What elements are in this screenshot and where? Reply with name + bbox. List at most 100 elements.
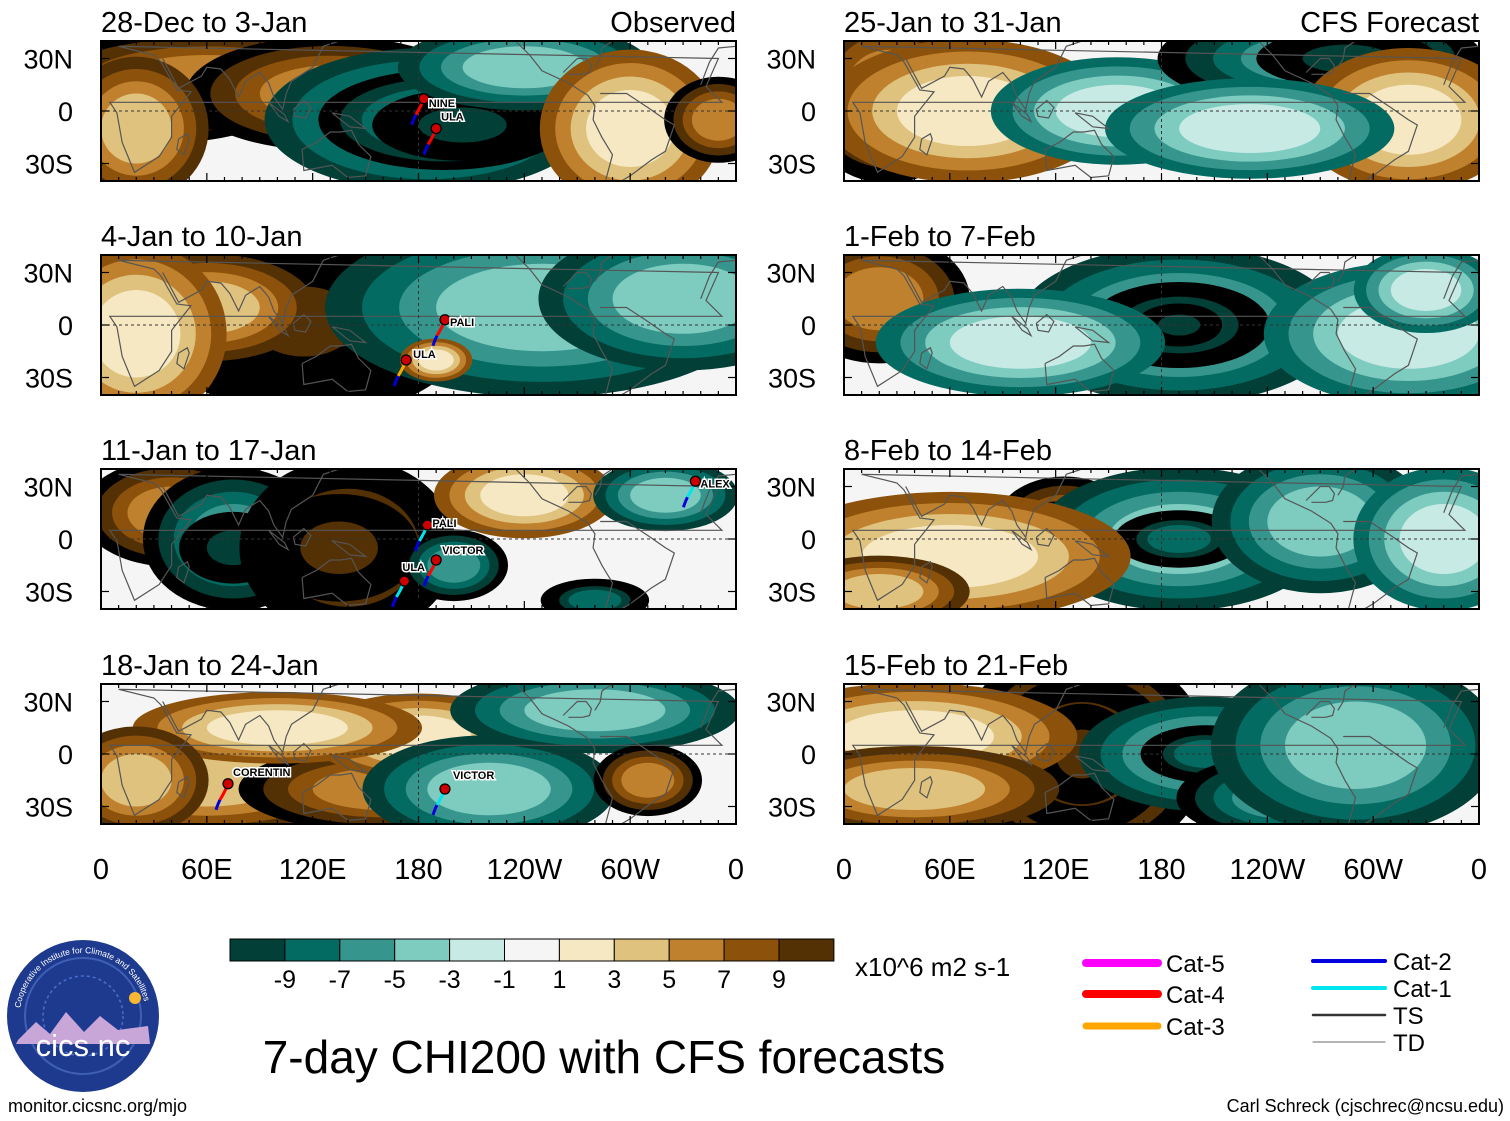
lat-label: 30N xyxy=(23,473,73,503)
lon-label: 60W xyxy=(600,854,660,886)
coastline xyxy=(851,45,1467,174)
coastline xyxy=(919,560,933,584)
figure-title: 7-day CHI200 with CFS forecasts xyxy=(263,1031,946,1083)
storm-track: VICTOR xyxy=(431,769,496,816)
lon-label: 120E xyxy=(1022,854,1090,886)
anomaly-contour xyxy=(1179,104,1321,153)
cics-logo: Cooperative Institute for Climate and Sa… xyxy=(7,940,159,1092)
coastline xyxy=(1337,469,1356,496)
coastline xyxy=(268,101,290,124)
coastline xyxy=(700,688,736,729)
coastline xyxy=(162,469,340,539)
coastline xyxy=(905,469,1083,539)
coastline xyxy=(176,560,190,584)
coastline xyxy=(1258,255,1357,395)
storm-name-label: NINE xyxy=(429,98,455,110)
anomaly-contour xyxy=(1390,269,1462,311)
coastline xyxy=(301,772,372,822)
coastline xyxy=(919,346,933,370)
coastlines xyxy=(851,684,1479,824)
coastline xyxy=(292,313,312,333)
colorbar-tick-label: 9 xyxy=(772,966,786,994)
coastline xyxy=(162,255,340,325)
storm-name-label: VICTOR xyxy=(453,770,494,782)
panel-period-title: 25-Jan to 31-Jan xyxy=(844,7,1062,39)
anomaly-contour xyxy=(427,547,481,583)
coastline xyxy=(919,775,933,799)
coastline xyxy=(700,473,736,514)
coastline xyxy=(1011,101,1033,124)
storm-marker xyxy=(400,354,412,366)
coastline xyxy=(301,129,372,179)
lon-label: 60E xyxy=(924,854,976,886)
coastline xyxy=(108,688,724,817)
coastline xyxy=(905,684,1083,754)
coastline xyxy=(1035,742,1055,762)
lon-label: 120E xyxy=(279,854,347,886)
anomaly-contour xyxy=(691,98,736,141)
coastline xyxy=(1443,45,1479,86)
legend-label: Cat-1 xyxy=(1393,976,1452,1003)
storm-track: ULA xyxy=(392,348,437,387)
coastline xyxy=(1305,700,1336,718)
legend-item: Cat-2 xyxy=(1311,949,1452,976)
source-url: monitor.cicsnc.org/mjo xyxy=(8,1096,187,1116)
legend-item: TS xyxy=(1311,1003,1424,1030)
coastline xyxy=(1337,684,1356,711)
storm-name-label: ULA xyxy=(402,562,425,574)
coastlines xyxy=(108,684,736,824)
coastline xyxy=(1044,557,1115,607)
coastline xyxy=(562,57,593,75)
coastline xyxy=(301,343,372,393)
panel-period-title: 15-Feb to 21-Feb xyxy=(844,650,1068,682)
storm-track: PALI xyxy=(431,314,476,347)
legend-label: TS xyxy=(1393,1003,1424,1030)
coastline xyxy=(851,473,1467,602)
colorbar-tick-label: 5 xyxy=(662,966,676,994)
legend-item: Cat-1 xyxy=(1311,976,1452,1003)
storm-path xyxy=(214,799,222,811)
panel-period-title: 11-Jan to 17-Jan xyxy=(101,435,317,467)
colorbar-tick-label: -3 xyxy=(438,966,460,994)
anomaly-contour xyxy=(427,762,551,816)
coastline xyxy=(600,306,676,395)
colorbar-swatch xyxy=(394,938,451,962)
coastline xyxy=(1044,129,1115,179)
lon-label: 0 xyxy=(1471,854,1487,886)
anomaly-field xyxy=(101,684,736,824)
legend-label: Cat-5 xyxy=(1166,951,1225,978)
coastline xyxy=(700,259,736,300)
coastline xyxy=(1343,735,1419,824)
storm-name-label: ULA xyxy=(413,349,436,361)
lat-label: 30N xyxy=(766,45,816,75)
storm-track: PALI xyxy=(413,517,458,552)
anomaly-contour xyxy=(101,290,181,378)
lat-label: 30S xyxy=(768,578,816,608)
lon-label: 60E xyxy=(181,854,233,886)
lat-label: 30S xyxy=(768,150,816,180)
coastline xyxy=(301,557,372,607)
coastline xyxy=(1337,255,1356,282)
lat-label: 30S xyxy=(25,793,73,823)
logo-globe-lines xyxy=(42,975,124,1057)
storm-track: VICTOR xyxy=(422,544,485,587)
coastline xyxy=(1337,41,1356,68)
lat-label: 30N xyxy=(766,473,816,503)
coastline xyxy=(176,775,190,799)
legend-item: TD xyxy=(1312,1030,1425,1057)
coastline xyxy=(905,255,1083,325)
colorbar-swatch xyxy=(723,938,780,962)
lat-label: 0 xyxy=(58,740,73,770)
legend-item: Cat-4 xyxy=(1082,982,1225,1009)
coastline xyxy=(1074,755,1111,773)
lat-label: 30N xyxy=(23,45,73,75)
storm-track: ALEX xyxy=(682,475,732,508)
anomaly-contour xyxy=(418,349,454,371)
coastlines xyxy=(851,469,1479,609)
credit-text: Carl Schreck (cjschrec@ncsu.edu) xyxy=(1227,1096,1504,1116)
lat-label: 30N xyxy=(23,259,73,289)
storm-name-label: ALEX xyxy=(700,478,730,490)
observed-column-label: Observed xyxy=(610,7,736,39)
